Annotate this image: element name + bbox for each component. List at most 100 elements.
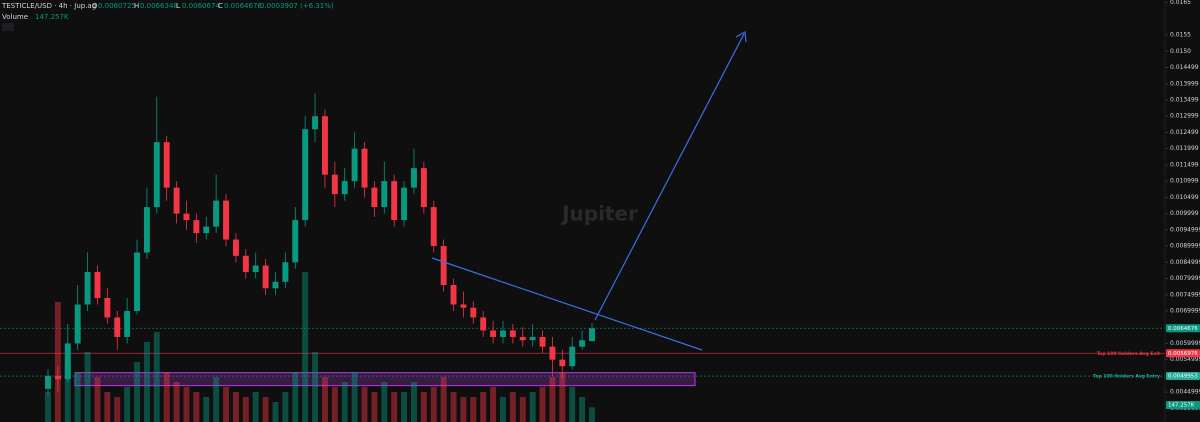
candle-body (381, 181, 388, 208)
candle-body (539, 336, 546, 347)
volume-bar (114, 397, 121, 422)
y-tick-label: 0.0094999 (1170, 226, 1200, 233)
volume-bar (242, 397, 249, 422)
price-tag (1166, 349, 1200, 358)
candle-body (430, 207, 437, 247)
candle-body (321, 116, 328, 175)
candle-body (272, 281, 279, 289)
volume-bar (45, 392, 51, 422)
candle-body (54, 375, 61, 380)
arrow-line (594, 33, 745, 321)
candle-body (410, 168, 417, 188)
price-line-label: Top 100 Holders Avg Exit (1097, 351, 1161, 357)
candle-body (114, 317, 121, 337)
y-tick-label: 0.0069999 (1170, 307, 1200, 314)
ohlc-value: 0.0060674 (182, 2, 220, 10)
symbol: TESTICLE/USD · 4h · Jup.ag (1, 2, 96, 10)
volume-bar (193, 392, 200, 422)
candle-body (589, 328, 595, 342)
price-tag-label: 0.0064676 (1168, 326, 1198, 332)
y-tick-label: 0.0054999 (1170, 356, 1200, 363)
price-tag (1166, 372, 1200, 381)
y-tick-label: 0.013999 (1170, 80, 1199, 87)
volume-title: Volume (2, 13, 28, 21)
volume-bar (371, 392, 378, 422)
volume-tag (1166, 401, 1200, 409)
volume-bar (589, 407, 595, 422)
volume-bar (420, 392, 427, 422)
volume-bar (64, 362, 71, 422)
volume-bar (124, 387, 131, 422)
ohlc-key: L (176, 2, 180, 10)
candle-body (470, 307, 477, 318)
candle-body (203, 226, 210, 234)
candle-body (252, 265, 259, 273)
volume-bar (143, 342, 150, 422)
y-tick-label: 0.0084999 (1170, 259, 1200, 266)
candle-body (94, 272, 101, 298)
volume-bar (391, 392, 398, 422)
y-tick-label: 0.011999 (1170, 145, 1199, 152)
volume-bar (401, 392, 408, 422)
volume-bar (153, 332, 160, 422)
volume-bar (351, 372, 358, 422)
candle-body (559, 359, 566, 367)
volume-bar (509, 392, 516, 422)
volume-bar (94, 377, 101, 422)
volume-bar (54, 302, 61, 422)
candle-body (223, 200, 230, 240)
y-tick-label: 0.0079999 (1170, 275, 1200, 282)
collapse-button[interactable] (2, 23, 14, 31)
candle-body (371, 187, 378, 208)
candle-body (282, 262, 289, 282)
volume-bar (312, 352, 319, 422)
candle-body (242, 255, 249, 273)
candle-body (351, 148, 358, 182)
volume-bar (84, 352, 91, 422)
candle-body (509, 330, 516, 337)
candle-body (460, 304, 467, 308)
volume-bar (262, 397, 269, 422)
candle-body (292, 220, 299, 263)
candle-body (45, 375, 51, 389)
candle-body (262, 265, 269, 289)
y-tick-label: 0.0059999 (1170, 340, 1200, 347)
candle-body (124, 310, 131, 337)
volume-bar (559, 372, 566, 422)
y-tick-label: 0.013499 (1170, 96, 1199, 103)
candle-body (569, 346, 576, 367)
volume-bar (549, 377, 556, 422)
volume-bar (173, 382, 180, 422)
volume-bar (450, 392, 457, 422)
candle-body (134, 252, 140, 311)
volume-tag-label: 147.257K (1168, 403, 1195, 409)
volume-bar (163, 372, 170, 422)
y-tick-label: 0.009999 (1170, 210, 1199, 217)
volume-bar (519, 397, 526, 422)
candle-body (312, 116, 319, 130)
price-line-label: Top 100 Holders Avg Entry (1093, 374, 1160, 380)
volume-bar (282, 392, 289, 422)
candle-body (440, 246, 447, 286)
candle-body (401, 187, 408, 221)
candle-body (64, 343, 71, 380)
volume-bar (341, 382, 348, 422)
y-tick-label: 0.010999 (1170, 178, 1199, 185)
watermark: Jupiter (560, 202, 638, 226)
volume-bar (272, 402, 279, 422)
volume-bar (302, 272, 309, 422)
ohlc-key: C (218, 2, 223, 10)
y-tick-label: 0.0150 (1170, 48, 1191, 55)
y-tick-label: 0.010499 (1170, 194, 1199, 201)
candle-body (420, 168, 427, 208)
candle-body (232, 239, 239, 256)
volume-bar (579, 397, 586, 422)
candle-body (519, 336, 526, 341)
volume-bar (361, 387, 368, 422)
volume-bar (569, 387, 576, 422)
price-tag (1166, 324, 1200, 333)
volume-bar (203, 397, 210, 422)
volume-bar (331, 387, 338, 422)
